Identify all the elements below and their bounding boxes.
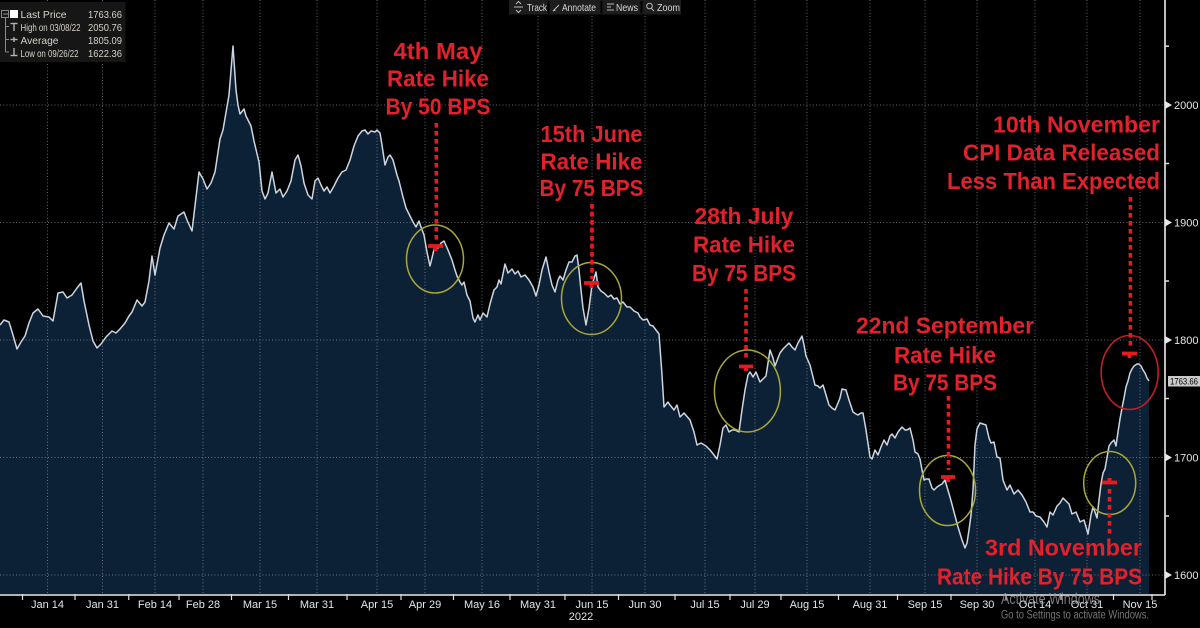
svg-text:Apr 15: Apr 15 — [361, 599, 393, 611]
svg-text:Oct 31: Oct 31 — [1071, 599, 1103, 611]
svg-text:Annotate: Annotate — [562, 2, 596, 14]
svg-text:Go to Settings to activate Win: Go to Settings to activate Windows. — [1001, 610, 1149, 622]
svg-text:May 31: May 31 — [520, 599, 556, 611]
svg-text:Rate Hike By 75 BPS: Rate Hike By 75 BPS — [937, 564, 1142, 590]
svg-text:Zoom: Zoom — [657, 2, 680, 14]
svg-text:15th June: 15th June — [541, 121, 643, 147]
svg-text:By 50 BPS: By 50 BPS — [386, 94, 491, 120]
svg-text:1622.36: 1622.36 — [88, 48, 122, 60]
svg-text:1900: 1900 — [1174, 218, 1198, 230]
svg-text:Aug 15: Aug 15 — [790, 599, 825, 611]
svg-text:2000: 2000 — [1174, 100, 1198, 112]
svg-text:By 75 BPS: By 75 BPS — [893, 370, 997, 396]
svg-text:3rd November: 3rd November — [985, 535, 1142, 561]
svg-text:4th May: 4th May — [394, 38, 483, 64]
svg-text:Average: Average — [21, 35, 59, 47]
svg-text:Track: Track — [527, 2, 548, 14]
svg-text:Jun 30: Jun 30 — [628, 599, 661, 611]
svg-text:Jul 15: Jul 15 — [690, 599, 719, 611]
svg-text:Jan 14: Jan 14 — [31, 599, 64, 611]
svg-text:By 75 BPS: By 75 BPS — [692, 260, 796, 286]
svg-text:Last Price: Last Price — [21, 9, 67, 21]
svg-text:CPI Data Released: CPI Data Released — [963, 140, 1160, 166]
svg-text:Sep 15: Sep 15 — [908, 599, 943, 611]
svg-text:1805.09: 1805.09 — [88, 35, 122, 47]
svg-text:Jul 29: Jul 29 — [740, 599, 769, 611]
svg-text:May 16: May 16 — [464, 599, 500, 611]
svg-text:1600: 1600 — [1174, 570, 1198, 582]
svg-text:Rate Hike: Rate Hike — [387, 66, 489, 92]
svg-text:Mar 31: Mar 31 — [300, 599, 334, 611]
svg-text:2050.76: 2050.76 — [88, 22, 122, 34]
svg-text:Feb 28: Feb 28 — [186, 599, 220, 611]
svg-text:Nov 15: Nov 15 — [1123, 599, 1158, 611]
svg-text:Rate Hike: Rate Hike — [541, 149, 643, 175]
svg-text:2022: 2022 — [569, 611, 593, 623]
svg-text:22nd September: 22nd September — [856, 313, 1034, 339]
svg-text:Feb 14: Feb 14 — [138, 599, 172, 611]
svg-text:Aug 31: Aug 31 — [853, 599, 888, 611]
svg-text:1800: 1800 — [1174, 335, 1198, 347]
svg-text:Jun 15: Jun 15 — [575, 599, 608, 611]
svg-text:Activate Windows: Activate Windows — [1001, 591, 1100, 608]
svg-text:Sep 30: Sep 30 — [960, 599, 995, 611]
svg-text:10th November: 10th November — [993, 111, 1160, 137]
svg-text:1763.66: 1763.66 — [1170, 377, 1198, 387]
svg-text:Jan 31: Jan 31 — [86, 599, 119, 611]
svg-text:High on 03/08/22: High on 03/08/22 — [21, 22, 81, 34]
svg-text:Rate Hike: Rate Hike — [894, 342, 996, 368]
svg-text:Rate Hike: Rate Hike — [693, 232, 795, 258]
svg-text:Oct 14: Oct 14 — [1019, 599, 1051, 611]
svg-text:28th July: 28th July — [695, 203, 794, 229]
svg-text:Less Than Expected: Less Than Expected — [947, 168, 1160, 194]
svg-text:1700: 1700 — [1174, 453, 1198, 465]
svg-text:News: News — [616, 2, 638, 14]
svg-text:Apr 29: Apr 29 — [409, 599, 441, 611]
svg-text:Low on 09/26/22: Low on 09/26/22 — [21, 48, 79, 60]
svg-text:Mar 15: Mar 15 — [243, 599, 277, 611]
svg-text:1763.66: 1763.66 — [88, 9, 122, 21]
svg-text:By 75 BPS: By 75 BPS — [540, 175, 644, 201]
